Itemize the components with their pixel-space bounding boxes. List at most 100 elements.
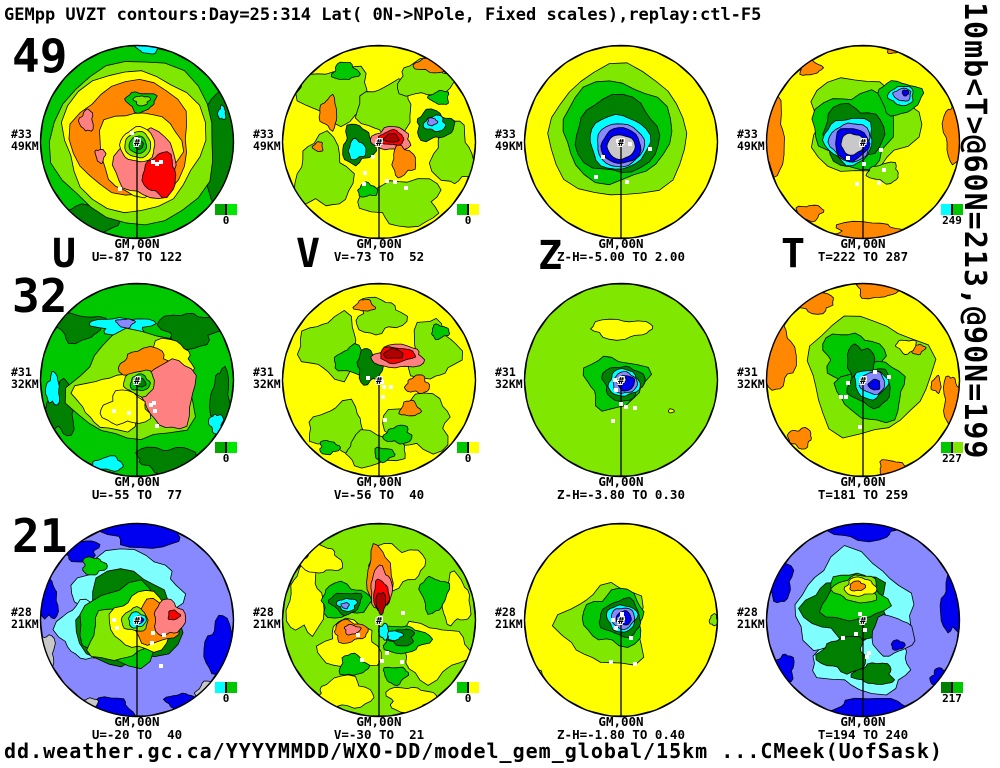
level-index: #31 [737,365,758,379]
plot-range-label: U=-87 TO 122 [91,249,183,264]
level-height: 21KM [495,616,523,631]
plot-location-label: GM,00N [840,474,886,489]
plot-caption: GM,00N V=-56 TO 40 [284,475,474,501]
plot-location-label: GM,00N [840,236,886,251]
legend-value: 0 [222,452,230,465]
station-marker-dot [873,370,877,374]
pole-center-marker: # [134,138,140,149]
right-margin-annotation: 10mb<T>@60N=213,@90N=199 [957,2,992,460]
station-marker-dot [854,632,858,636]
pole-center-marker: # [860,138,866,149]
plot-level-label: #33 49KM [11,127,39,152]
station-marker-dot [385,179,389,183]
plot-location-label: GM,00N [598,474,644,489]
level-index: #31 [495,365,516,379]
plot-caption: GM,00N V=-30 TO 21 [284,715,474,741]
legend-value: 0 [464,452,472,465]
legend-color-chip [941,682,963,693]
plot-caption: GM,00N T=181 TO 259 [768,475,958,501]
station-marker-dot [150,641,154,645]
level-height: 21KM [737,616,765,631]
plot-level-label: #28 21KM [253,606,281,631]
level-index: #31 [253,365,274,379]
station-marker-dot [844,395,848,399]
station-marker-dot [112,618,116,622]
level-index: #31 [11,365,32,379]
plot-range-label: V=-56 TO 40 [333,487,425,502]
plot-range-label: Z-H=-1.80 TO 0.40 [557,727,685,742]
station-marker-dot [841,636,845,640]
pole-center-marker: # [134,376,140,387]
station-marker-dot [633,662,637,666]
page-title: GEMpp UVZT contours:Day=25:314 Lat( 0N->… [4,5,762,25]
level-height: 21KM [253,616,281,631]
station-marker-dot [115,626,119,630]
station-marker-dot [877,181,881,185]
plot-legend: 217 [940,682,964,704]
station-marker-dot [625,180,629,184]
station-marker-dot [648,147,652,151]
column-label-t: T [781,231,806,277]
legend-color-chip [941,442,963,453]
station-marker-dot [887,375,891,379]
station-marker-dot [867,651,871,655]
station-marker-dot [882,168,886,172]
level-height: 32KM [495,376,523,391]
level-index: #33 [11,127,32,141]
plot-caption: GM,00N U=-20 TO 40 [42,715,232,741]
plot-location-label: GM,00N [114,714,160,729]
station-marker-dot [601,155,605,159]
contour-plot-Z-49km: # [523,44,719,240]
station-marker-dot [362,182,366,186]
contour-plot-U-21km: # [39,522,235,718]
station-marker-dot [380,380,384,384]
plot-caption: GM,00N U=-55 TO 77 [42,475,232,501]
plot-level-label: #33 49KM [253,128,281,152]
plot-range-label: U=-55 TO 77 [91,487,183,502]
station-marker-dot [130,131,134,135]
legend-value: 0 [222,692,230,705]
contour-plot-V-21km: # [281,522,477,718]
station-marker-dot [613,378,617,382]
row-label-21: 21 [12,509,68,563]
plot-caption: GM,00N Z-H=-5.00 TO 2.00 [526,237,716,263]
station-marker-dot [155,424,159,428]
plot-caption: GM,00N T=194 TO 240 [768,715,958,741]
plot-location-label: GM,00N [356,474,402,489]
plot-level-label: #28 21KM [495,605,523,631]
station-marker-dot [155,162,159,166]
legend-color-chip [215,204,237,215]
station-marker-dot [614,626,618,630]
plot-legend: 0 [214,682,238,704]
station-marker-dot [628,142,632,146]
plot-legend: 0 [214,442,238,464]
plot-location-label: GM,00N [356,236,402,251]
plot-level-label: #31 32KM [495,365,523,391]
level-index: #28 [495,605,516,619]
legend-color-chip [457,204,479,215]
legend-color-chip [457,442,479,453]
plot-legend: 0 [214,204,238,226]
legend-value: 217 [942,692,962,705]
station-marker-dot [371,155,375,159]
station-marker-dot [366,376,370,380]
station-marker-dot [619,402,623,406]
footer-source-line: dd.weather.gc.ca/YYYYMMDD/WXO-DD/model_g… [4,739,943,763]
plot-legend: 0 [456,442,480,464]
station-marker-dot [380,659,384,663]
plot-range-label: V=-73 TO 52 [333,249,425,264]
contour-plot-V-32km: # [281,282,477,478]
contour-plot-T-49km: # [765,44,961,240]
plot-level-label: #28 21KM [737,606,765,631]
plot-caption: GM,00N T=222 TO 287 [768,237,958,263]
pole-center-marker: # [860,616,866,627]
plot-level-label: #31 32KM [11,365,39,390]
level-height: 21KM [11,616,39,631]
plot-range-label: T=222 TO 287 [817,249,909,264]
legend-color-chip [215,442,237,453]
plot-level-label: #33 49KM [495,128,523,152]
level-height: 49KM [737,138,765,153]
plot-caption: GM,00N V=-73 TO 52 [284,237,474,263]
plot-level-label: #31 32KM [253,365,281,390]
station-marker-dot [151,160,155,164]
